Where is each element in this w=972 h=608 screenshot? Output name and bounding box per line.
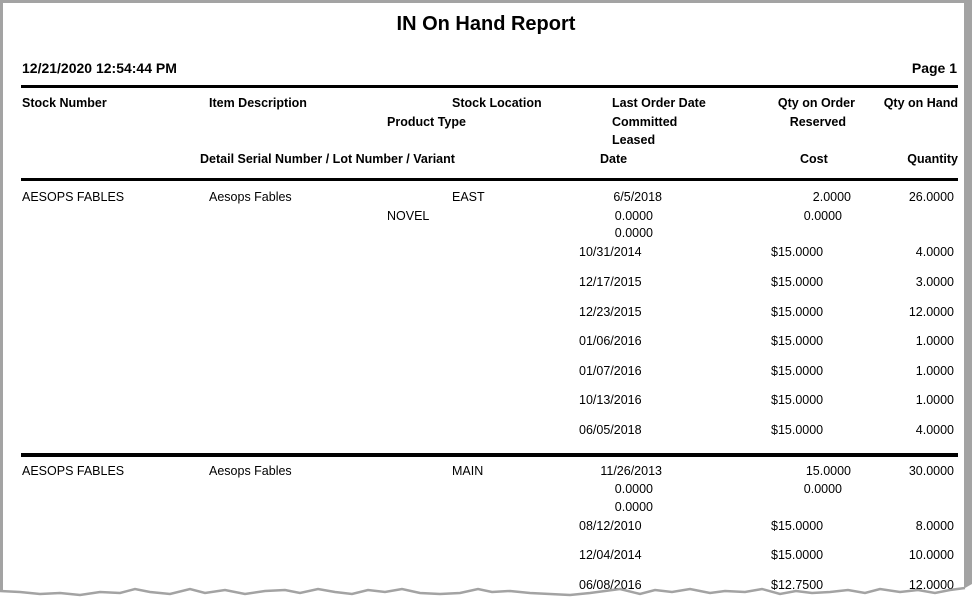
col-stock-location: Stock Location [452, 96, 542, 110]
stock-location: EAST [452, 190, 485, 204]
item-description: Aesops Fables [209, 464, 292, 478]
report-title: IN On Hand Report [396, 13, 576, 35]
leased: 0.0000 [614, 500, 653, 514]
qty-on-hand: 26.0000 [908, 190, 954, 204]
qty-on-order: 15.0000 [805, 464, 851, 478]
col-leased: Leased [612, 133, 656, 147]
stock-location: MAIN [452, 464, 484, 478]
page-border-right [964, 0, 972, 596]
printed-timestamp: 12/21/2020 12:54:44 PM [22, 60, 177, 76]
detail-quantity: 12.0000 [908, 305, 954, 319]
col-detail-quantity: Quantity [907, 152, 958, 166]
col-detail-cost: Cost [800, 152, 828, 166]
detail-cost: $12.7500 [771, 578, 824, 592]
qty-on-order: 2.0000 [812, 190, 851, 204]
detail-quantity: 10.0000 [908, 548, 954, 562]
detail-cost: $15.0000 [771, 423, 824, 437]
page-number: Page 1 [911, 60, 957, 76]
detail-cost: $15.0000 [771, 519, 824, 533]
col-committed: Committed [612, 115, 678, 129]
stock-number: AESOPS FABLES [22, 190, 125, 204]
detail-cost: $15.0000 [771, 393, 824, 407]
detail-cost: $15.0000 [771, 334, 824, 348]
col-reserved: Reserved [789, 115, 846, 129]
detail-date: 01/06/2016 [579, 334, 642, 348]
detail-quantity: 1.0000 [915, 364, 954, 378]
qty-on-hand: 30.0000 [908, 464, 954, 478]
detail-date: 12/04/2014 [579, 548, 642, 562]
product-type: NOVEL [387, 209, 430, 223]
col-item-description: Item Description [209, 96, 307, 110]
detail-cost: $15.0000 [771, 305, 824, 319]
col-detail-serial: Detail Serial Number / Lot Number / Vari… [200, 152, 455, 166]
detail-quantity: 3.0000 [915, 275, 954, 289]
reserved: 0.0000 [803, 209, 842, 223]
detail-date: 10/13/2016 [579, 393, 642, 407]
detail-date: 12/17/2015 [579, 275, 642, 289]
stock-number: AESOPS FABLES [22, 464, 125, 478]
col-product-type: Product Type [387, 115, 466, 129]
col-detail-date: Date [600, 152, 628, 166]
header-rule-bottom [21, 178, 958, 181]
col-stock-number: Stock Number [22, 96, 107, 110]
item-description: Aesops Fables [209, 190, 292, 204]
page-border-top [0, 0, 972, 3]
detail-quantity: 1.0000 [915, 334, 954, 348]
torn-edge-decoration [0, 584, 972, 608]
committed: 0.0000 [614, 209, 653, 223]
detail-quantity: 4.0000 [915, 245, 954, 259]
header-rule-top [21, 85, 958, 88]
group-separator [21, 453, 958, 457]
detail-date: 01/07/2016 [579, 364, 642, 378]
detail-cost: $15.0000 [771, 245, 824, 259]
detail-cost: $15.0000 [771, 548, 824, 562]
committed: 0.0000 [614, 482, 653, 496]
col-qty-on-hand: Qty on Hand [883, 96, 958, 110]
last-order-date: 6/5/2018 [613, 190, 662, 204]
detail-cost: $15.0000 [771, 275, 824, 289]
detail-date: 06/08/2016 [579, 578, 642, 592]
col-last-order-date: Last Order Date [612, 96, 706, 110]
last-order-date: 11/26/2013 [600, 464, 662, 478]
detail-quantity: 4.0000 [915, 423, 954, 437]
detail-quantity: 1.0000 [915, 393, 954, 407]
detail-quantity: 12.0000 [908, 578, 954, 592]
detail-date: 12/23/2015 [579, 305, 642, 319]
leased: 0.0000 [614, 226, 653, 240]
detail-cost: $15.0000 [771, 364, 824, 378]
detail-quantity: 8.0000 [915, 519, 954, 533]
col-qty-on-order: Qty on Order [777, 96, 855, 110]
reserved: 0.0000 [803, 482, 842, 496]
page-border-left [0, 0, 3, 600]
detail-date: 08/12/2010 [579, 519, 642, 533]
detail-date: 10/31/2014 [579, 245, 642, 259]
detail-date: 06/05/2018 [579, 423, 642, 437]
